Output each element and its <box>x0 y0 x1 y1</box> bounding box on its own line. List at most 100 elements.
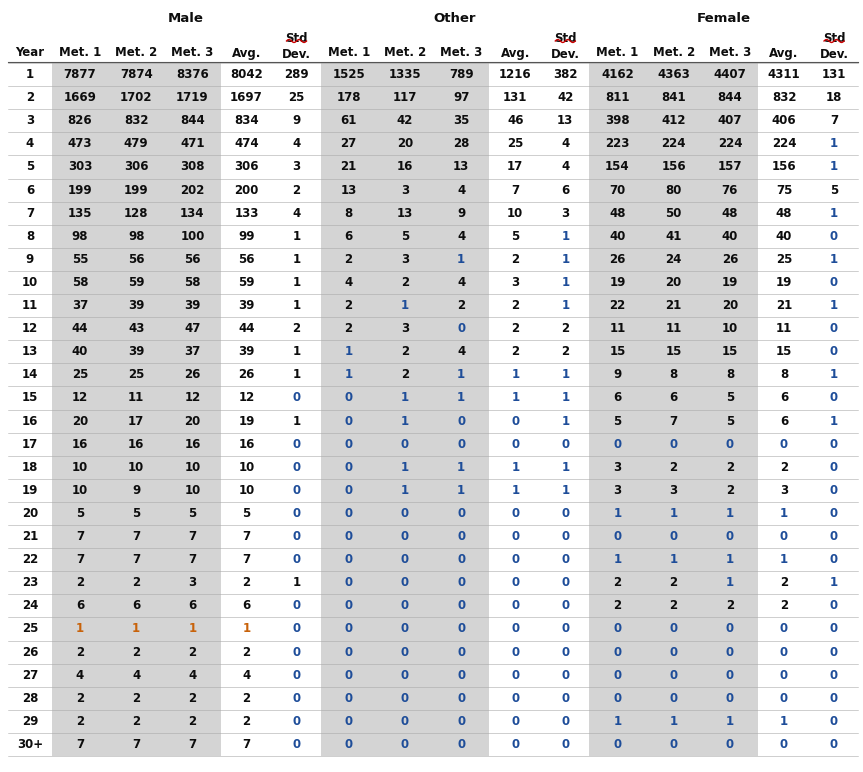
Text: 40: 40 <box>776 230 792 242</box>
Text: 0: 0 <box>344 507 353 520</box>
Text: 16: 16 <box>72 438 88 451</box>
Text: 97: 97 <box>453 91 469 104</box>
Bar <box>810 317 858 340</box>
Text: 56: 56 <box>184 253 200 266</box>
Bar <box>108 248 164 271</box>
Text: 59: 59 <box>128 276 144 289</box>
Bar <box>702 733 758 756</box>
Text: 412: 412 <box>661 114 686 127</box>
Bar <box>489 132 541 155</box>
Bar <box>8 225 52 248</box>
Text: 41: 41 <box>665 230 682 242</box>
Text: 0: 0 <box>344 599 353 612</box>
Bar <box>646 409 702 432</box>
Text: 7: 7 <box>511 184 520 197</box>
Text: 0: 0 <box>670 622 677 635</box>
Bar <box>489 571 541 594</box>
Text: 2: 2 <box>511 299 520 312</box>
Bar <box>273 155 320 178</box>
Bar <box>108 132 164 155</box>
Bar <box>541 687 589 709</box>
Text: 0: 0 <box>400 738 409 751</box>
Text: 1: 1 <box>293 230 300 242</box>
Text: 2: 2 <box>132 645 140 659</box>
Bar <box>273 364 320 387</box>
Text: 1719: 1719 <box>176 91 209 104</box>
Bar <box>702 502 758 525</box>
Bar <box>377 317 433 340</box>
Bar <box>489 364 541 387</box>
Bar <box>52 178 108 201</box>
Text: 1: 1 <box>830 415 838 428</box>
Text: 12: 12 <box>238 391 255 405</box>
Text: 0: 0 <box>511 438 520 451</box>
Text: 39: 39 <box>128 299 144 312</box>
Text: 2: 2 <box>400 345 409 358</box>
Bar <box>433 641 489 664</box>
Text: 25: 25 <box>507 137 524 151</box>
Text: 4: 4 <box>457 276 465 289</box>
Bar <box>810 548 858 571</box>
Text: 11: 11 <box>665 322 682 335</box>
Text: 39: 39 <box>238 299 255 312</box>
Text: 224: 224 <box>661 137 686 151</box>
Bar <box>489 63 541 86</box>
Bar <box>273 687 320 709</box>
Text: 1: 1 <box>830 137 838 151</box>
Text: 16: 16 <box>397 161 413 174</box>
Bar <box>273 641 320 664</box>
Bar <box>758 248 810 271</box>
Text: 0: 0 <box>457 622 465 635</box>
Text: 0: 0 <box>830 554 838 566</box>
Bar <box>589 687 646 709</box>
Bar <box>221 733 273 756</box>
Text: 1: 1 <box>726 715 734 728</box>
Bar <box>273 733 320 756</box>
Text: 1: 1 <box>670 554 677 566</box>
Text: 1: 1 <box>457 253 465 266</box>
Bar <box>433 664 489 687</box>
Bar <box>810 364 858 387</box>
Bar <box>589 571 646 594</box>
Text: 0: 0 <box>511 669 520 682</box>
Text: 2: 2 <box>26 91 34 104</box>
Bar <box>646 178 702 201</box>
Text: 1: 1 <box>561 276 570 289</box>
Bar <box>377 733 433 756</box>
Text: 0: 0 <box>511 692 520 705</box>
Text: 1: 1 <box>726 576 734 589</box>
Text: 0: 0 <box>830 345 838 358</box>
Bar <box>646 641 702 664</box>
Text: 0: 0 <box>561 622 570 635</box>
Bar <box>108 387 164 409</box>
Bar <box>164 387 221 409</box>
Text: 48: 48 <box>609 207 626 220</box>
Bar <box>702 201 758 225</box>
Bar <box>377 201 433 225</box>
Text: 473: 473 <box>67 137 92 151</box>
Text: 9: 9 <box>26 253 34 266</box>
Text: 5: 5 <box>400 230 409 242</box>
Bar <box>164 455 221 479</box>
Bar <box>377 687 433 709</box>
Text: 8042: 8042 <box>230 68 263 81</box>
Text: 10: 10 <box>238 484 255 497</box>
Text: 30+: 30+ <box>16 738 43 751</box>
Bar <box>589 225 646 248</box>
Bar <box>320 86 377 109</box>
Text: 7: 7 <box>670 415 677 428</box>
Bar <box>8 248 52 271</box>
Bar <box>810 63 858 86</box>
Bar <box>541 201 589 225</box>
Text: 5: 5 <box>830 184 838 197</box>
Text: 23: 23 <box>22 576 38 589</box>
Bar <box>810 109 858 132</box>
Text: 15: 15 <box>22 391 38 405</box>
Bar <box>377 294 433 317</box>
Bar <box>221 132 273 155</box>
Text: 0: 0 <box>614 692 621 705</box>
Text: 9: 9 <box>293 114 300 127</box>
Text: 0: 0 <box>344 438 353 451</box>
Bar <box>541 409 589 432</box>
Text: 199: 199 <box>67 184 92 197</box>
